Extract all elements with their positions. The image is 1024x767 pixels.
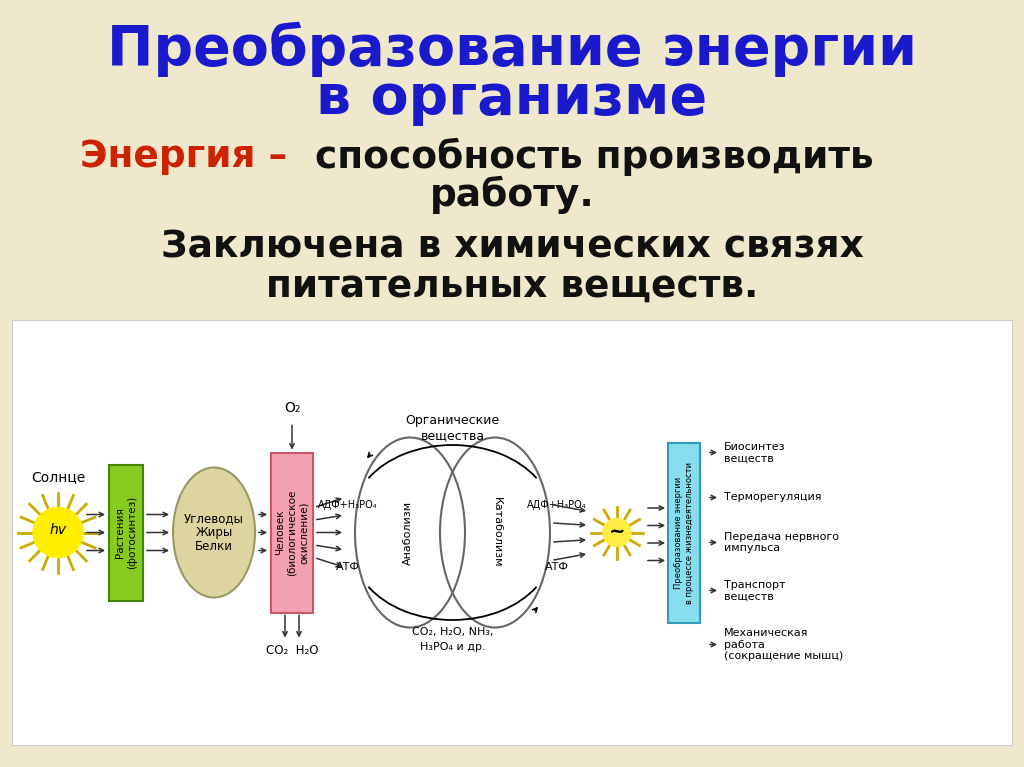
Text: в организме: в организме xyxy=(316,72,708,126)
Text: Передача нервного
импульса: Передача нервного импульса xyxy=(724,532,839,553)
Circle shape xyxy=(33,508,83,558)
FancyBboxPatch shape xyxy=(271,453,313,613)
Text: Растения
(фотосинтез): Растения (фотосинтез) xyxy=(115,496,137,569)
Text: Заключена в химических связях: Заключена в химических связях xyxy=(161,229,863,265)
FancyBboxPatch shape xyxy=(668,443,700,623)
Text: вещества: вещества xyxy=(421,429,484,442)
Text: Углеводы: Углеводы xyxy=(184,512,244,525)
FancyBboxPatch shape xyxy=(109,465,143,601)
Text: АТФ: АТФ xyxy=(545,562,569,572)
Text: Преобразование энергии
в процессе жизнедеятельности: Преобразование энергии в процессе жизнед… xyxy=(674,462,693,604)
Circle shape xyxy=(603,518,631,547)
Text: работу.: работу. xyxy=(430,176,594,214)
Text: способность производить: способность производить xyxy=(302,138,873,176)
Text: hv: hv xyxy=(49,522,67,536)
Text: питательных веществ.: питательных веществ. xyxy=(266,269,758,305)
FancyBboxPatch shape xyxy=(12,320,1012,745)
Text: Механическая
работа
(сокращение мышц): Механическая работа (сокращение мышц) xyxy=(724,628,843,661)
Ellipse shape xyxy=(173,468,255,597)
Text: Энергия –: Энергия – xyxy=(80,139,288,175)
Text: АТФ: АТФ xyxy=(336,562,360,572)
Text: Солнце: Солнце xyxy=(31,470,85,485)
Text: ~: ~ xyxy=(608,522,626,541)
Text: CO₂, H₂O, NH₃,: CO₂, H₂O, NH₃, xyxy=(412,627,494,637)
Text: Биосинтез
веществ: Биосинтез веществ xyxy=(724,442,785,463)
Text: АДФ+Н₃РО₄: АДФ+Н₃РО₄ xyxy=(318,499,378,509)
Text: H₃PO₄ и др.: H₃PO₄ и др. xyxy=(420,643,485,653)
Text: АДФ+Н₃РО₄: АДФ+Н₃РО₄ xyxy=(527,499,587,509)
Text: Человек
(биологическое
окисление): Человек (биологическое окисление) xyxy=(275,489,308,576)
Text: Катаболизм: Катаболизм xyxy=(492,497,502,568)
Text: Терморегуляция: Терморегуляция xyxy=(724,492,821,502)
Text: Анаболизм: Анаболизм xyxy=(403,500,413,565)
Text: Преобразование энергии: Преобразование энергии xyxy=(106,21,918,77)
Text: Органические: Органические xyxy=(406,414,500,427)
Text: O₂: O₂ xyxy=(284,400,300,414)
Text: Белки: Белки xyxy=(195,540,233,553)
Text: Транспорт
веществ: Транспорт веществ xyxy=(724,580,785,601)
Text: Жиры: Жиры xyxy=(196,526,232,539)
Text: CO₂  H₂O: CO₂ H₂O xyxy=(266,644,318,657)
